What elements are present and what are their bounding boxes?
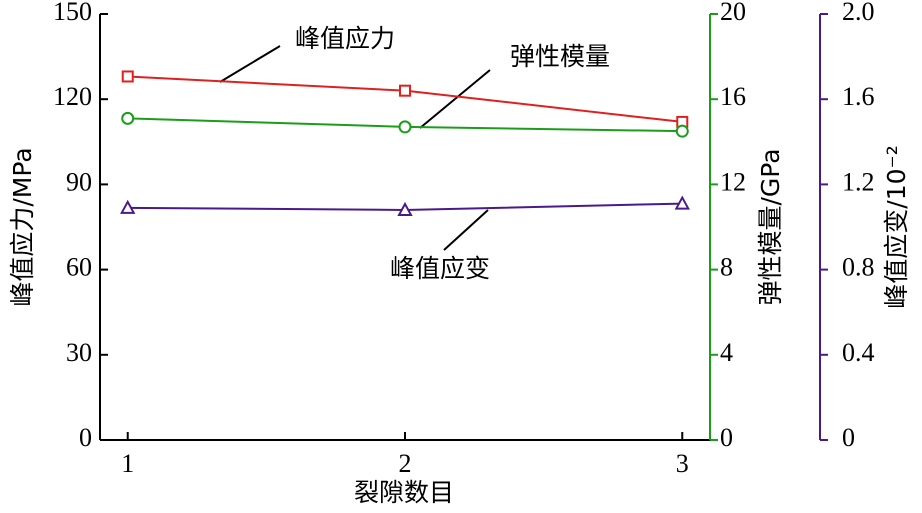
y3-tick-label: 0.4 — [842, 338, 875, 367]
marker — [398, 120, 412, 134]
annotation: 峰值应力 — [295, 24, 395, 53]
leader-line — [219, 45, 281, 83]
y2-tick-label: 20 — [720, 0, 746, 26]
series-line — [127, 75, 683, 123]
y3-tick-label: 2.0 — [842, 0, 875, 26]
marker — [397, 201, 413, 216]
x-axis-label: 裂隙数目 — [354, 478, 454, 507]
y3-axis-label: 峰值应变/10⁻² — [882, 145, 911, 308]
x-tick-label: 1 — [121, 449, 134, 478]
annotation: 峰值应变 — [390, 254, 490, 283]
y-tick-label: 30 — [66, 338, 92, 367]
y-tick-label: 150 — [53, 0, 92, 26]
marker — [674, 195, 690, 210]
x-tick-label: 3 — [676, 449, 689, 478]
y2-tick-label: 12 — [720, 167, 746, 196]
y-tick-label: 0 — [79, 423, 92, 452]
y2-tick-label: 8 — [720, 253, 733, 282]
y-tick-label: 120 — [53, 82, 92, 111]
marker — [675, 124, 689, 138]
x-tick-label: 2 — [399, 449, 412, 478]
y-axis-label: 峰值应力/MPa — [8, 147, 37, 306]
leader-line — [443, 209, 489, 251]
y3-tick-label: 1.6 — [842, 82, 875, 111]
y2-tick-label: 16 — [720, 82, 746, 111]
marker — [121, 70, 134, 83]
y2-tick-label: 4 — [720, 338, 733, 367]
y3-tick-label: 0.8 — [842, 253, 875, 282]
leader-line — [419, 69, 491, 129]
y2-axis-label: 弹性模量/GPa — [756, 148, 785, 305]
y-tick-label: 60 — [66, 253, 92, 282]
y3-tick-label: 0 — [842, 423, 855, 452]
y-tick-label: 90 — [66, 167, 92, 196]
marker — [121, 111, 135, 125]
marker — [120, 199, 136, 214]
annotation: 弹性模量 — [510, 42, 610, 71]
marker — [399, 84, 411, 97]
y3-tick-label: 1.2 — [842, 167, 875, 196]
y2-tick-label: 0 — [720, 423, 733, 452]
